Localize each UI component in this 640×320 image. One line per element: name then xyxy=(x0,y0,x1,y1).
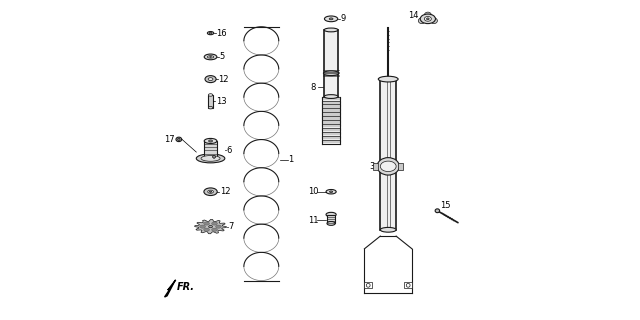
Polygon shape xyxy=(322,136,340,138)
Ellipse shape xyxy=(327,221,335,225)
Polygon shape xyxy=(322,132,340,134)
Ellipse shape xyxy=(424,16,431,21)
Ellipse shape xyxy=(177,138,180,140)
Text: 15: 15 xyxy=(440,201,451,210)
Text: 17: 17 xyxy=(164,135,175,144)
Text: 1: 1 xyxy=(288,156,294,164)
Text: 14: 14 xyxy=(408,11,419,20)
Text: 3: 3 xyxy=(369,162,374,171)
Ellipse shape xyxy=(406,284,410,287)
Ellipse shape xyxy=(380,228,396,232)
Ellipse shape xyxy=(420,14,435,24)
Ellipse shape xyxy=(209,140,212,142)
Ellipse shape xyxy=(431,18,437,24)
Ellipse shape xyxy=(216,225,221,228)
Text: 11: 11 xyxy=(308,216,318,225)
FancyBboxPatch shape xyxy=(404,282,412,288)
Text: 8: 8 xyxy=(311,83,316,92)
Polygon shape xyxy=(322,116,340,119)
Polygon shape xyxy=(164,280,175,297)
Ellipse shape xyxy=(196,154,225,163)
Ellipse shape xyxy=(212,228,218,231)
Ellipse shape xyxy=(204,228,209,231)
Ellipse shape xyxy=(209,191,212,192)
Ellipse shape xyxy=(209,226,212,228)
Ellipse shape xyxy=(330,191,333,193)
Ellipse shape xyxy=(329,18,333,20)
Polygon shape xyxy=(322,128,340,131)
Ellipse shape xyxy=(201,156,220,161)
Ellipse shape xyxy=(378,76,398,82)
Text: 5: 5 xyxy=(220,52,225,61)
Ellipse shape xyxy=(380,161,396,172)
Ellipse shape xyxy=(323,71,339,76)
Ellipse shape xyxy=(366,284,370,287)
Text: 12: 12 xyxy=(218,75,229,84)
Ellipse shape xyxy=(176,137,182,142)
Ellipse shape xyxy=(204,139,217,143)
Ellipse shape xyxy=(212,222,218,225)
Polygon shape xyxy=(322,108,340,111)
Text: 16: 16 xyxy=(216,28,227,38)
Ellipse shape xyxy=(324,95,338,99)
Ellipse shape xyxy=(209,94,212,96)
Ellipse shape xyxy=(208,78,213,81)
Ellipse shape xyxy=(200,225,205,228)
Ellipse shape xyxy=(326,189,336,194)
Ellipse shape xyxy=(377,158,399,175)
FancyBboxPatch shape xyxy=(209,95,212,108)
FancyBboxPatch shape xyxy=(380,79,396,230)
FancyBboxPatch shape xyxy=(324,30,338,97)
Ellipse shape xyxy=(205,76,216,83)
Text: 7: 7 xyxy=(228,222,234,231)
Ellipse shape xyxy=(326,212,336,217)
Polygon shape xyxy=(322,140,340,142)
Ellipse shape xyxy=(208,190,213,193)
Text: FR.: FR. xyxy=(177,282,195,292)
Ellipse shape xyxy=(204,188,217,196)
Ellipse shape xyxy=(204,54,217,60)
Ellipse shape xyxy=(424,12,431,18)
FancyBboxPatch shape xyxy=(364,282,372,288)
FancyBboxPatch shape xyxy=(204,141,217,158)
Polygon shape xyxy=(322,112,340,115)
Text: 10: 10 xyxy=(308,187,318,196)
Polygon shape xyxy=(195,220,227,234)
Text: 9: 9 xyxy=(340,14,346,23)
FancyBboxPatch shape xyxy=(327,215,335,223)
Ellipse shape xyxy=(212,156,215,158)
Ellipse shape xyxy=(209,32,212,34)
Text: 6: 6 xyxy=(227,146,232,155)
Polygon shape xyxy=(322,105,340,107)
Ellipse shape xyxy=(212,156,215,158)
Polygon shape xyxy=(322,124,340,126)
Ellipse shape xyxy=(435,209,440,213)
FancyBboxPatch shape xyxy=(373,163,378,170)
Polygon shape xyxy=(322,97,340,99)
Ellipse shape xyxy=(207,56,214,58)
Polygon shape xyxy=(322,120,340,123)
FancyBboxPatch shape xyxy=(398,163,403,170)
Ellipse shape xyxy=(324,16,338,22)
Polygon shape xyxy=(322,100,340,103)
Ellipse shape xyxy=(324,28,338,32)
Ellipse shape xyxy=(210,56,211,57)
Ellipse shape xyxy=(204,222,209,225)
Ellipse shape xyxy=(419,18,426,24)
Text: 12: 12 xyxy=(220,187,230,196)
Ellipse shape xyxy=(209,106,212,109)
Text: 13: 13 xyxy=(216,97,227,106)
Ellipse shape xyxy=(427,18,429,20)
Ellipse shape xyxy=(207,32,214,35)
